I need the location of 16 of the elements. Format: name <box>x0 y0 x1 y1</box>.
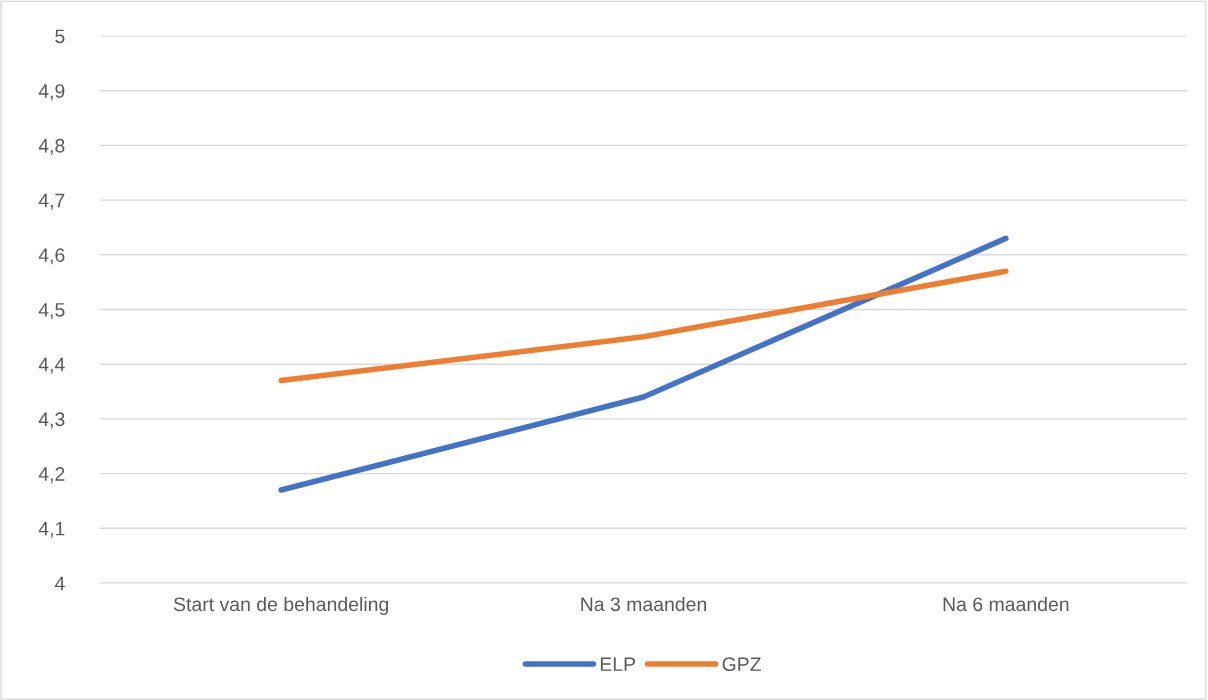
y-tick-label: 4,2 <box>38 467 65 484</box>
y-tick-label: 4,5 <box>38 303 65 320</box>
x-tick-label: Na 3 maanden <box>581 596 707 612</box>
x-tick-label: Start van de behandeling <box>173 596 389 616</box>
y-tick-label: 4,4 <box>38 357 65 374</box>
x-tick-label: Na 6 maanden <box>943 596 1069 612</box>
y-tick-label: 5 <box>55 29 65 44</box>
y-tick-label: 4 <box>54 576 65 591</box>
legend-label: ELP <box>600 657 636 671</box>
y-tick-label: 4,8 <box>38 138 65 155</box>
legend-label: GPZ <box>722 657 761 672</box>
y-tick-label: 4,9 <box>38 84 65 101</box>
y-tick-label: 4,1 <box>38 521 65 538</box>
y-tick-label: 4,6 <box>38 248 65 265</box>
y-tick-label: 4,7 <box>38 193 65 210</box>
y-tick-label: 4,3 <box>38 412 65 429</box>
